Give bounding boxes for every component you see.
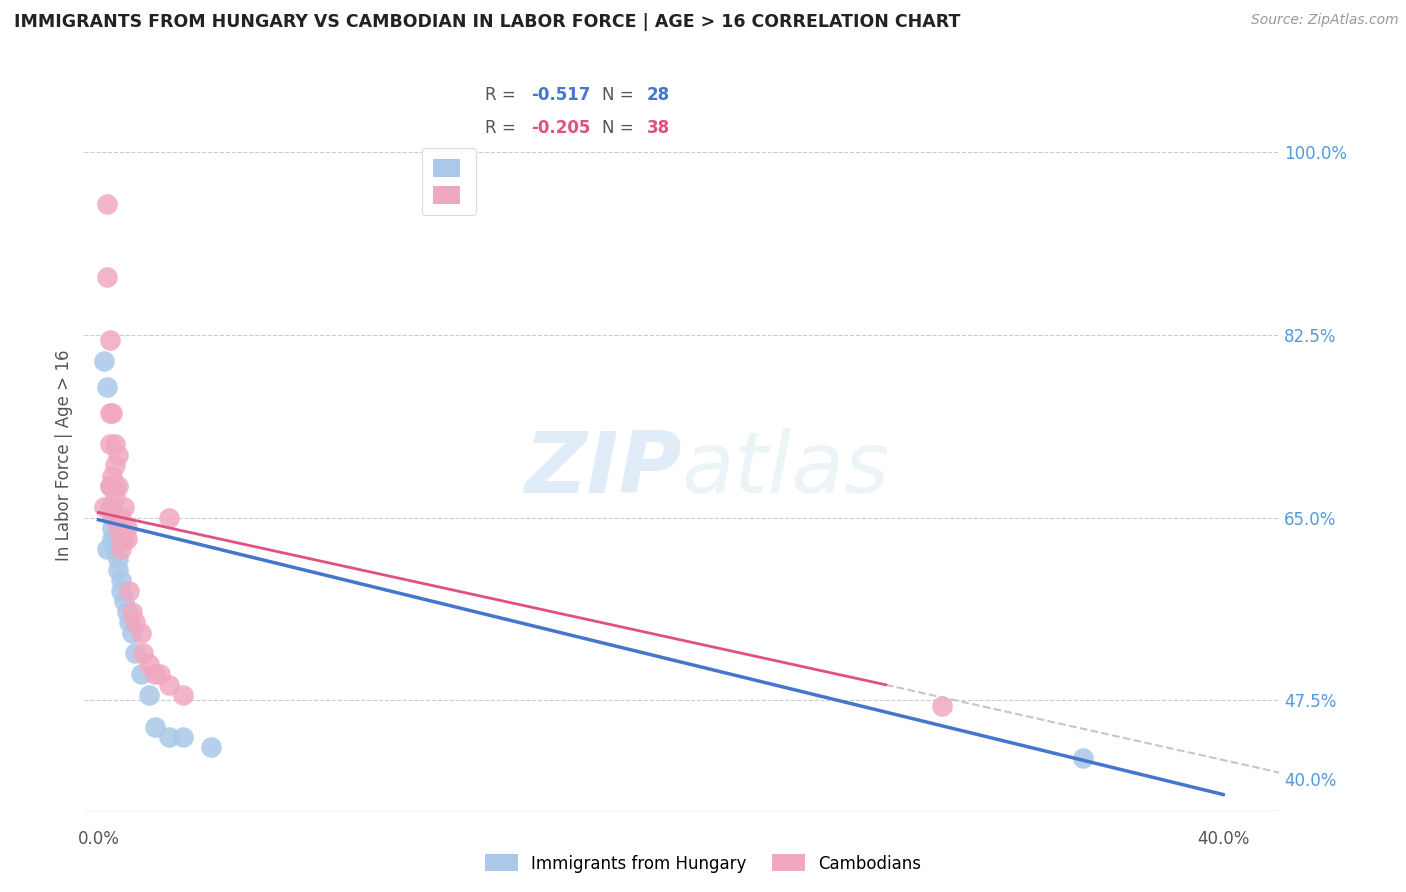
Point <box>107 448 129 462</box>
Point <box>110 510 132 524</box>
Point <box>138 688 160 702</box>
Point <box>143 667 166 681</box>
Point <box>98 406 121 420</box>
Point <box>93 354 115 368</box>
Point <box>172 730 194 744</box>
Text: R =: R = <box>485 86 516 103</box>
Point <box>101 521 124 535</box>
Point <box>129 667 152 681</box>
Point <box>96 270 118 285</box>
Point <box>98 479 121 493</box>
Point <box>143 720 166 734</box>
Point <box>98 500 121 515</box>
Point <box>149 667 172 681</box>
Point <box>200 740 222 755</box>
Point <box>115 532 138 546</box>
Point <box>101 532 124 546</box>
Text: -0.517: -0.517 <box>531 86 591 103</box>
Point <box>107 552 129 566</box>
Text: 38: 38 <box>647 120 669 137</box>
Text: IMMIGRANTS FROM HUNGARY VS CAMBODIAN IN LABOR FORCE | AGE > 16 CORRELATION CHART: IMMIGRANTS FROM HUNGARY VS CAMBODIAN IN … <box>14 13 960 31</box>
Point <box>107 521 129 535</box>
Point <box>121 625 143 640</box>
Point <box>172 688 194 702</box>
Point <box>104 510 127 524</box>
Text: Source: ZipAtlas.com: Source: ZipAtlas.com <box>1251 13 1399 28</box>
Point <box>112 594 135 608</box>
Point <box>104 437 127 451</box>
Point <box>107 521 129 535</box>
Point <box>110 541 132 556</box>
Point <box>104 541 127 556</box>
Point <box>157 510 180 524</box>
Point <box>138 657 160 671</box>
Point <box>931 698 953 713</box>
Point <box>121 605 143 619</box>
Point <box>110 532 132 546</box>
Point <box>101 479 124 493</box>
Point <box>118 583 141 598</box>
Point <box>129 625 152 640</box>
Point <box>101 406 124 420</box>
Point <box>101 468 124 483</box>
Point <box>104 458 127 473</box>
Point <box>101 500 124 515</box>
Point <box>115 521 138 535</box>
Text: -0.205: -0.205 <box>531 120 591 137</box>
Point <box>157 678 180 692</box>
Point <box>104 479 127 493</box>
Point <box>157 730 180 744</box>
Text: R =: R = <box>485 120 516 137</box>
Point <box>96 541 118 556</box>
Point <box>96 197 118 211</box>
Text: N =: N = <box>602 120 633 137</box>
Text: 28: 28 <box>647 86 669 103</box>
Point <box>101 510 124 524</box>
Text: atlas: atlas <box>682 428 890 511</box>
Point <box>104 490 127 504</box>
Point <box>96 380 118 394</box>
Point <box>1071 751 1094 765</box>
Text: ZIP: ZIP <box>524 428 682 511</box>
Point <box>110 574 132 588</box>
Point <box>98 437 121 451</box>
Point <box>107 479 129 493</box>
Point <box>112 500 135 515</box>
Point <box>98 333 121 347</box>
Point <box>110 583 132 598</box>
Text: N =: N = <box>602 86 633 103</box>
Point <box>98 479 121 493</box>
Point <box>104 510 127 524</box>
Y-axis label: In Labor Force | Age > 16: In Labor Force | Age > 16 <box>55 349 73 561</box>
Point <box>93 500 115 515</box>
Point <box>124 647 146 661</box>
Point <box>124 615 146 629</box>
Point <box>107 563 129 577</box>
Legend: Immigrants from Hungary, Cambodians: Immigrants from Hungary, Cambodians <box>478 847 928 880</box>
Point <box>112 532 135 546</box>
Point <box>132 647 155 661</box>
Legend: , : , <box>422 148 475 215</box>
Point <box>118 615 141 629</box>
Point <box>115 605 138 619</box>
Point <box>104 532 127 546</box>
